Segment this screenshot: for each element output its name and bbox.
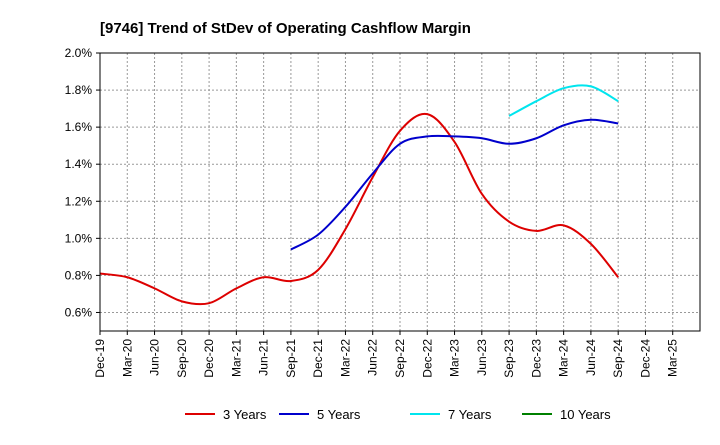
series-line-3-years (99, 112, 619, 306)
series-line-7-years (508, 84, 619, 117)
legend-label-7-years: 7 Years (448, 407, 492, 422)
x-tick-label: Sep-22 (393, 339, 407, 378)
x-tick-label: Sep-20 (175, 339, 189, 378)
x-tick-label: Dec-23 (529, 339, 543, 378)
y-tick-label: 1.2% (65, 194, 93, 208)
series-lines (99, 84, 619, 306)
x-tick-label: Dec-19 (93, 339, 107, 378)
x-tick-label: Jun-21 (257, 339, 271, 376)
x-tick-label: Sep-24 (611, 339, 625, 378)
x-tick-label: Dec-20 (202, 339, 216, 378)
legend-label-3-years: 3 Years (223, 407, 267, 422)
y-tick-label: 2.0% (65, 46, 93, 60)
x-tick-label: Mar-25 (666, 339, 680, 377)
x-tick-label: Dec-24 (638, 339, 652, 378)
x-axis: Dec-19 Mar-20 Jun-20 Sep-20 Dec-20 Mar-21 Jun-… (93, 331, 680, 378)
legend-label-5-years: 5 Years (317, 407, 361, 422)
x-tick-label: Mar-22 (338, 339, 352, 377)
legend: 3 Years 5 Years 7 Years 10 Years (185, 407, 611, 422)
x-tick-label: Sep-21 (284, 339, 298, 378)
x-tick-label: Mar-24 (557, 339, 571, 377)
x-tick-label: Jun-22 (366, 339, 380, 376)
y-tick-label: 1.4% (65, 157, 93, 171)
chart-title: [9746] Trend of StDev of Operating Cashf… (100, 20, 471, 37)
x-tick-label: Jun-20 (148, 339, 162, 376)
grid (100, 53, 700, 331)
x-tick-label: Dec-22 (420, 339, 434, 378)
x-tick-label: Mar-21 (229, 339, 243, 377)
y-axis: 0.6% 0.8% 1.0% 1.2% 1.4% 1.6% 1.8% 2.0% (65, 46, 100, 319)
x-tick-label: Jun-23 (475, 339, 489, 376)
x-tick-label: Sep-23 (502, 339, 516, 378)
x-tick-label: Jun-24 (584, 339, 598, 376)
y-tick-label: 0.6% (65, 305, 93, 319)
x-tick-label: Dec-21 (311, 339, 325, 378)
y-tick-label: 1.6% (65, 120, 93, 134)
y-tick-label: 1.8% (65, 83, 93, 97)
x-tick-label: Mar-23 (448, 339, 462, 377)
legend-label-10-years: 10 Years (560, 407, 611, 422)
series-line-5-years (290, 118, 619, 251)
y-tick-label: 0.8% (65, 268, 93, 282)
y-tick-label: 1.0% (65, 231, 93, 245)
x-tick-label: Mar-20 (120, 339, 134, 377)
